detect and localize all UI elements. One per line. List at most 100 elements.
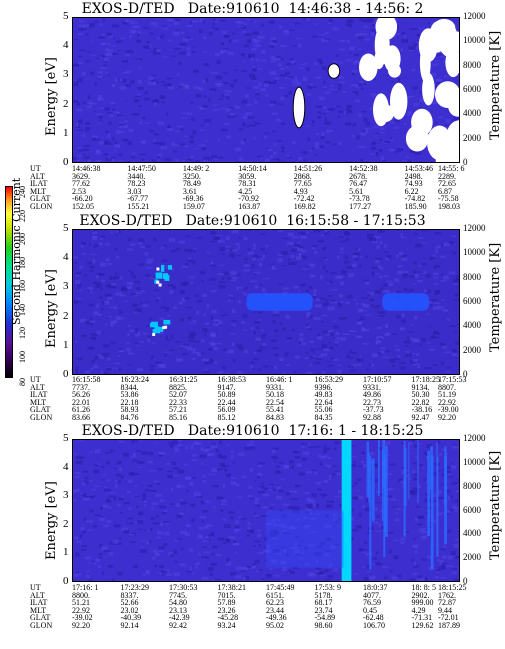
texture-cell [150,517,155,520]
texture-cell [81,545,88,547]
texture-cell [260,580,263,582]
texture-cell [269,44,275,48]
texture-cell [403,40,408,42]
texture-cell [120,475,124,479]
texture-cell [103,344,110,348]
texture-cell [348,23,352,28]
texture-cell [279,45,287,47]
texture-cell [298,253,303,256]
texture-cell [89,480,93,482]
colorbar-tick: 100 [18,350,27,363]
texture-cell [159,505,166,509]
texture-cell [253,545,256,547]
ephemeris-value: 92.20 [438,413,456,422]
texture-cell [351,330,356,332]
texture-cell [263,83,269,87]
texture-cell [81,134,85,138]
texture-cell [302,516,309,519]
texture-cell [182,265,189,268]
ephemeris-value: 7745. [169,590,187,600]
texture-cell [159,531,164,535]
texture-cell [264,536,269,541]
texture-cell [363,25,368,29]
texture-cell [317,545,322,548]
texture-cell [229,90,232,93]
temperature-tick: 0 [463,576,468,586]
texture-cell [298,340,302,344]
texture-cell [325,270,329,273]
texture-cell [104,52,109,56]
texture-cell [280,533,283,535]
texture-cell [222,484,226,488]
texture-cell [262,288,266,292]
texture-cell [270,366,274,369]
texture-cell [165,522,170,525]
texture-cell [283,372,286,375]
texture-cell [264,158,270,162]
texture-cell [214,553,220,557]
texture-cell [432,254,436,257]
texture-cell [333,358,339,361]
texture-cell [206,123,209,126]
texture-cell [97,354,101,356]
texture-cell [165,573,173,576]
texture-cell [200,556,208,558]
texture-cell [359,316,365,320]
texture-cell [176,358,183,362]
texture-cell [114,272,118,275]
texture-cell [276,140,282,142]
texture-cell [358,145,366,149]
texture-cell [273,522,277,527]
texture-cell [329,525,332,528]
texture-cell [170,250,177,253]
spot [163,319,171,325]
texture-cell [407,111,412,115]
ephemeris-value: -75.58 [438,194,459,204]
texture-cell [85,496,93,498]
texture-cell [139,121,143,125]
texture-cell [123,72,130,74]
texture-cell [457,342,460,345]
texture-cell [111,367,118,369]
texture-cell [280,96,285,100]
ephemeris-value: 1762. [438,590,456,600]
texture-cell [166,77,173,80]
texture-cell [209,31,213,36]
texture-cell [167,580,174,582]
texture-cell [437,440,441,444]
texture-cell [408,46,415,50]
texture-cell [301,250,306,253]
texture-cell [425,273,431,278]
texture-cell [354,99,361,103]
texture-cell [279,160,286,162]
texture-cell [353,461,356,463]
texture-cell [104,323,107,326]
texture-cell [144,500,147,504]
texture-cell [184,476,192,480]
texture-cell [74,472,81,475]
texture-cell [215,235,222,237]
texture-cell [319,61,323,65]
texture-cell [195,562,199,566]
texture-cell [352,252,360,256]
texture-cell [432,579,435,582]
texture-cell [293,371,297,374]
ephemeris-value: 77.62 [72,179,90,189]
texture-cell [319,35,322,37]
texture-cell [262,254,265,258]
texture-cell [247,116,255,119]
texture-cell [116,255,119,259]
texture-cell [245,576,249,580]
texture-cell [117,355,121,357]
texture-cell [225,108,229,112]
texture-cell [312,244,318,247]
texture-cell [451,571,457,574]
texture-cell [405,353,413,357]
texture-cell [275,119,282,122]
texture-cell [256,533,261,538]
texture-cell [388,283,394,286]
texture-cell [413,473,418,476]
texture-cell [206,251,211,254]
texture-cell [358,548,364,552]
texture-cell [323,569,329,572]
